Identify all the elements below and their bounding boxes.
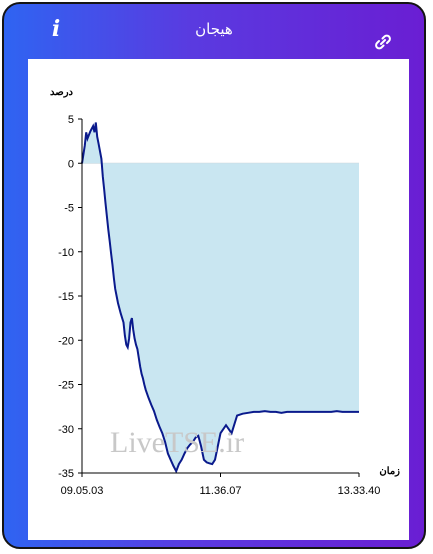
series-line — [81, 122, 359, 474]
y-tick-label: -35 — [58, 468, 74, 480]
watermark: LiveTSE.ir — [110, 426, 244, 459]
link-icon[interactable] — [372, 32, 394, 52]
area-fill — [82, 122, 359, 472]
x-tick-label: 11.36.07 — [199, 485, 241, 497]
info-icon[interactable]: i — [51, 16, 61, 42]
y-tick-label: 0 — [68, 158, 74, 170]
x-tick-label: 13.33.40 — [338, 485, 381, 497]
app-window: i هیجان 5 0 -5 -10 -15 -20 -25 -30 -35 09.05.03 11… — [2, 2, 426, 549]
chart: 5 0 -5 -10 -15 -20 -25 -30 -35 09.05.03 11.36.07 13… — [50, 87, 400, 497]
header-bar: i هیجان — [4, 4, 424, 54]
page-title: هیجان — [195, 20, 233, 38]
y-tick-label: -10 — [58, 247, 74, 259]
chart-panel: 5 0 -5 -10 -15 -20 -25 -30 -35 09.05.03 11.36.07 13… — [28, 59, 409, 540]
y-tick-label: -15 — [58, 291, 74, 303]
x-axis-label: زمان — [379, 466, 400, 477]
y-tick-label: 5 — [68, 114, 74, 126]
x-tick-label: 09.05.03 — [61, 485, 104, 497]
y-tick-label: -30 — [58, 424, 74, 436]
y-tick-label: -5 — [64, 203, 74, 215]
y-tick-label: -25 — [58, 380, 74, 392]
y-axis-label: درصد — [50, 87, 74, 98]
y-tick-label: -20 — [58, 335, 74, 347]
